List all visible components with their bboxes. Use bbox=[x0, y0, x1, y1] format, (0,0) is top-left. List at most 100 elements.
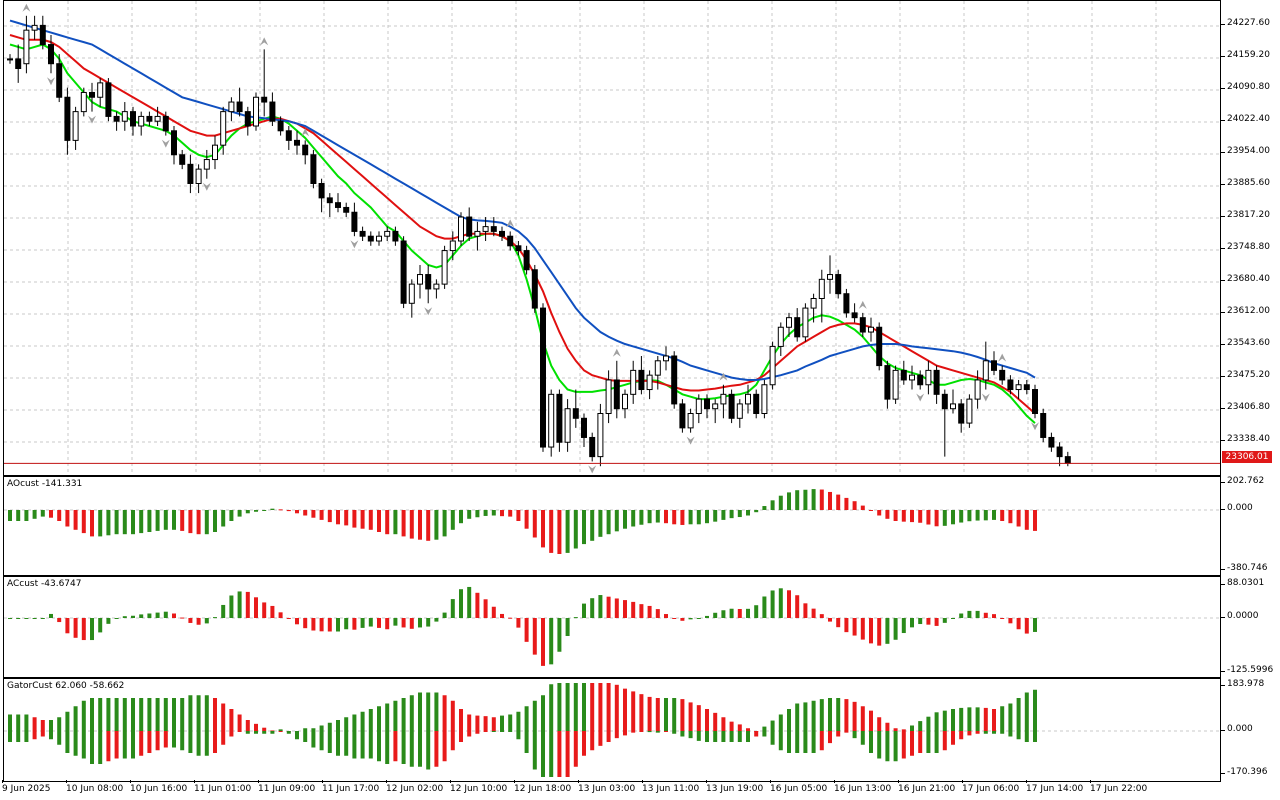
time-axis[interactable]: 9 Jun 2025 10 Jun 08:00 10 Jun 16:00 11 Jun… bbox=[0, 780, 1222, 800]
gator-lower-bar bbox=[385, 731, 390, 764]
gator-upper-bar bbox=[606, 683, 611, 731]
price-chart[interactable] bbox=[4, 1, 1221, 476]
histogram-bar bbox=[614, 598, 619, 618]
gator-lower-bar bbox=[557, 731, 562, 777]
gator-lower-bar bbox=[1024, 731, 1029, 742]
candle-body bbox=[556, 393, 563, 443]
histogram-bar bbox=[16, 618, 21, 619]
price-tick-label: 24022.40 bbox=[1221, 114, 1270, 124]
candle-body bbox=[925, 369, 932, 386]
histogram-bar bbox=[541, 618, 545, 666]
histogram-bar bbox=[57, 618, 62, 623]
gator-upper-bar bbox=[278, 729, 283, 731]
fractal-down-icon bbox=[588, 465, 597, 474]
gator-lower-bar bbox=[32, 731, 37, 740]
time-axis-label: 12 Jun 10:00 bbox=[450, 780, 508, 794]
gator-upper-bar bbox=[409, 695, 414, 731]
histogram-bar bbox=[623, 510, 627, 529]
histogram-bar bbox=[795, 595, 800, 618]
histogram-bar bbox=[245, 591, 250, 618]
histogram-bar bbox=[901, 618, 906, 634]
gator-indicator-pane[interactable]: GatorCust 62.060 -58.662 bbox=[3, 678, 1221, 782]
histogram-bar bbox=[73, 510, 78, 530]
histogram-bar bbox=[860, 505, 865, 510]
histogram-bar bbox=[1000, 510, 1005, 521]
candle-body bbox=[1032, 389, 1038, 414]
candle-body bbox=[704, 398, 710, 410]
gator-lower-bar bbox=[377, 731, 381, 762]
histogram-bar bbox=[926, 618, 931, 625]
gator-lower-bar bbox=[811, 731, 816, 753]
gator-upper-bar bbox=[729, 721, 734, 731]
gator-upper-bar bbox=[828, 698, 832, 731]
histogram-bar bbox=[590, 598, 595, 618]
gator-upper-bar bbox=[49, 720, 53, 731]
gator-lower-bar bbox=[803, 731, 808, 753]
candle-body bbox=[982, 360, 989, 381]
histogram-bar bbox=[196, 618, 201, 625]
gator-upper-bar bbox=[196, 695, 201, 731]
ac-indicator-pane[interactable]: ACcust -43.6747 bbox=[3, 576, 1221, 678]
price-tick-label: 24090.80 bbox=[1221, 82, 1270, 92]
histogram-bar bbox=[180, 617, 185, 619]
histogram-bar bbox=[442, 510, 447, 537]
histogram-bar bbox=[213, 510, 217, 532]
gator-lower-bar bbox=[614, 731, 619, 739]
ao-indicator-pane[interactable]: AOcust -141.331 bbox=[3, 476, 1221, 576]
candle-body bbox=[318, 183, 325, 199]
histogram-bar bbox=[565, 618, 570, 636]
candle-body bbox=[302, 144, 309, 156]
gator-upper-bar bbox=[803, 702, 808, 731]
histogram-bar bbox=[819, 614, 824, 618]
gator-upper-bar bbox=[787, 709, 791, 731]
histogram-bar bbox=[737, 510, 742, 518]
histogram-bar bbox=[450, 510, 455, 530]
histogram-bar bbox=[516, 510, 521, 521]
candle-body bbox=[138, 115, 145, 127]
gator-lower-bar bbox=[303, 731, 308, 742]
histogram-bar bbox=[967, 610, 972, 618]
histogram-bar bbox=[401, 618, 406, 628]
candle-body bbox=[843, 293, 850, 314]
candle-body bbox=[474, 230, 481, 237]
gator-lower-bar bbox=[532, 731, 537, 770]
histogram-bar bbox=[377, 510, 381, 532]
candle-body bbox=[97, 82, 104, 98]
gator-lower-bar bbox=[336, 731, 340, 756]
candle-body bbox=[622, 393, 628, 410]
gator-lower-bar bbox=[516, 731, 521, 740]
gator-lower-bar bbox=[467, 731, 472, 737]
price-scale[interactable]: 24227.60 24159.20 24090.80 24022.40 23954.00… bbox=[1221, 0, 1280, 476]
gator-lower-bar bbox=[106, 731, 111, 762]
histogram-bar bbox=[869, 510, 873, 511]
gator-upper-bar bbox=[81, 700, 86, 731]
gator-upper-bar bbox=[811, 700, 816, 731]
gator-lower-bar bbox=[483, 731, 488, 732]
histogram-bar bbox=[631, 510, 636, 527]
histogram-bar bbox=[475, 510, 480, 518]
histogram-bar bbox=[409, 618, 414, 629]
time-axis-label: 11 Jun 01:00 bbox=[194, 780, 252, 794]
histogram-bar bbox=[992, 510, 996, 520]
gator-lower-bar bbox=[959, 731, 964, 740]
candle-body bbox=[695, 398, 702, 414]
gator-upper-bar bbox=[90, 698, 94, 731]
gator-lower-bar bbox=[590, 731, 595, 751]
histogram-bar bbox=[959, 510, 964, 523]
histogram-bar bbox=[836, 494, 841, 510]
histogram-bar bbox=[221, 510, 226, 527]
price-chart-pane[interactable] bbox=[3, 0, 1221, 476]
histogram-bar bbox=[90, 618, 94, 641]
candle-body bbox=[466, 216, 473, 237]
gator-upper-bar bbox=[631, 691, 636, 731]
gator-lower-bar bbox=[680, 731, 685, 737]
gator-upper-bar bbox=[778, 714, 783, 731]
histogram-bar bbox=[639, 604, 644, 618]
histogram-bar bbox=[385, 510, 390, 535]
gator-upper-bar bbox=[959, 707, 964, 731]
gator-upper-bar bbox=[459, 709, 463, 731]
histogram-bar bbox=[606, 510, 611, 535]
time-axis-label: 17 Jun 22:00 bbox=[1090, 780, 1148, 794]
candle-body bbox=[630, 369, 637, 395]
candle-body bbox=[1015, 384, 1022, 391]
